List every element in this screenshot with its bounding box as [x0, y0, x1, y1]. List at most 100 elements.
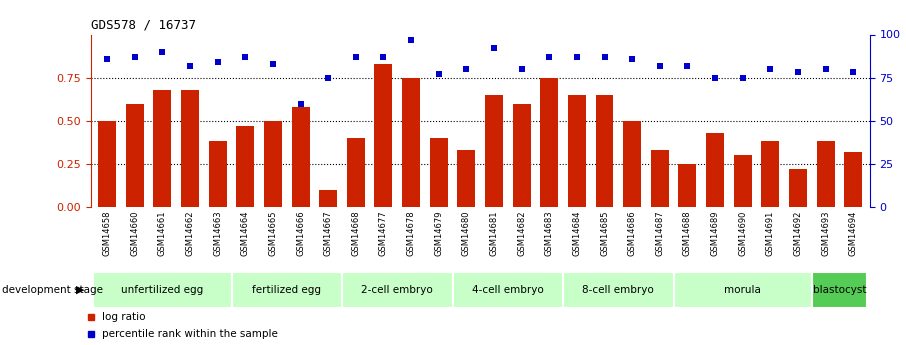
FancyBboxPatch shape — [812, 272, 867, 308]
Text: GSM14664: GSM14664 — [241, 210, 250, 256]
Text: GSM14667: GSM14667 — [323, 210, 333, 256]
Point — [183, 63, 198, 68]
Text: GSM14680: GSM14680 — [462, 210, 471, 256]
Text: GSM14683: GSM14683 — [545, 210, 554, 256]
Bar — [429, 138, 448, 207]
Text: ▶: ▶ — [76, 285, 84, 295]
Text: GSM14668: GSM14668 — [352, 210, 361, 256]
Point — [459, 66, 474, 72]
Point — [736, 75, 750, 80]
Bar — [153, 90, 171, 207]
Text: GSM14677: GSM14677 — [379, 210, 388, 256]
Text: fertilized egg: fertilized egg — [252, 285, 322, 295]
Bar — [292, 107, 310, 207]
Bar — [816, 141, 834, 207]
Point — [625, 56, 640, 61]
Text: GSM14684: GSM14684 — [573, 210, 582, 256]
Text: GSM14686: GSM14686 — [628, 210, 637, 256]
Text: GSM14661: GSM14661 — [158, 210, 167, 256]
FancyBboxPatch shape — [93, 272, 232, 308]
Text: GSM14665: GSM14665 — [268, 210, 277, 256]
Bar — [402, 78, 420, 207]
Bar — [264, 121, 282, 207]
Point — [791, 70, 805, 75]
Text: GSM14679: GSM14679 — [434, 210, 443, 256]
Point — [431, 71, 446, 77]
FancyBboxPatch shape — [673, 272, 812, 308]
Point — [763, 66, 777, 72]
Point — [349, 54, 363, 60]
Point — [321, 75, 335, 80]
Text: morula: morula — [724, 285, 761, 295]
Text: GSM14666: GSM14666 — [296, 210, 305, 256]
Bar — [568, 95, 586, 207]
Text: GSM14663: GSM14663 — [213, 210, 222, 256]
Text: GSM14660: GSM14660 — [130, 210, 140, 256]
Bar — [789, 169, 807, 207]
Point — [652, 63, 667, 68]
Text: GSM14687: GSM14687 — [655, 210, 664, 256]
Point — [680, 63, 695, 68]
Text: log ratio: log ratio — [102, 312, 146, 322]
Bar — [126, 104, 144, 207]
Point — [487, 46, 501, 51]
Bar — [181, 90, 199, 207]
Point — [155, 49, 169, 55]
Point — [238, 54, 253, 60]
Text: GSM14682: GSM14682 — [517, 210, 526, 256]
Point — [846, 70, 861, 75]
Bar — [374, 64, 392, 207]
Point — [265, 61, 280, 67]
Bar — [208, 141, 226, 207]
Bar — [706, 133, 724, 207]
Text: GSM14689: GSM14689 — [710, 210, 719, 256]
Bar — [458, 150, 476, 207]
Point — [210, 59, 225, 65]
Point — [100, 56, 114, 61]
Bar — [734, 155, 752, 207]
Text: GSM14693: GSM14693 — [821, 210, 830, 256]
Point — [708, 75, 722, 80]
Text: 8-cell embryo: 8-cell embryo — [583, 285, 654, 295]
Bar — [844, 152, 863, 207]
Text: development stage: development stage — [2, 285, 102, 295]
Text: GSM14691: GSM14691 — [766, 210, 775, 256]
Bar — [679, 164, 697, 207]
Bar — [540, 78, 558, 207]
Text: blastocyst: blastocyst — [813, 285, 866, 295]
Bar — [595, 95, 613, 207]
Text: GSM14694: GSM14694 — [849, 210, 858, 256]
Bar — [98, 121, 116, 207]
Point — [128, 54, 142, 60]
Text: GDS578 / 16737: GDS578 / 16737 — [91, 19, 196, 32]
Point — [404, 37, 419, 42]
Point — [294, 101, 308, 106]
Bar — [513, 104, 531, 207]
Point — [376, 54, 390, 60]
Text: GSM14658: GSM14658 — [102, 210, 111, 256]
FancyBboxPatch shape — [342, 272, 453, 308]
Point — [542, 54, 556, 60]
Point — [570, 54, 584, 60]
Point — [597, 54, 612, 60]
Bar — [236, 126, 255, 207]
FancyBboxPatch shape — [453, 272, 563, 308]
Text: percentile rank within the sample: percentile rank within the sample — [102, 329, 278, 338]
Text: 4-cell embryo: 4-cell embryo — [472, 285, 544, 295]
Text: GSM14662: GSM14662 — [186, 210, 195, 256]
Text: GSM14681: GSM14681 — [489, 210, 498, 256]
FancyBboxPatch shape — [563, 272, 673, 308]
Text: 2-cell embryo: 2-cell embryo — [361, 285, 433, 295]
Text: GSM14692: GSM14692 — [794, 210, 803, 256]
Text: GSM14685: GSM14685 — [600, 210, 609, 256]
Text: GSM14688: GSM14688 — [683, 210, 692, 256]
Bar — [485, 95, 503, 207]
Point — [818, 66, 833, 72]
Bar — [347, 138, 365, 207]
Text: unfertilized egg: unfertilized egg — [121, 285, 204, 295]
Bar — [761, 141, 779, 207]
FancyBboxPatch shape — [232, 272, 342, 308]
Bar — [623, 121, 641, 207]
Point — [515, 66, 529, 72]
Bar — [319, 190, 337, 207]
